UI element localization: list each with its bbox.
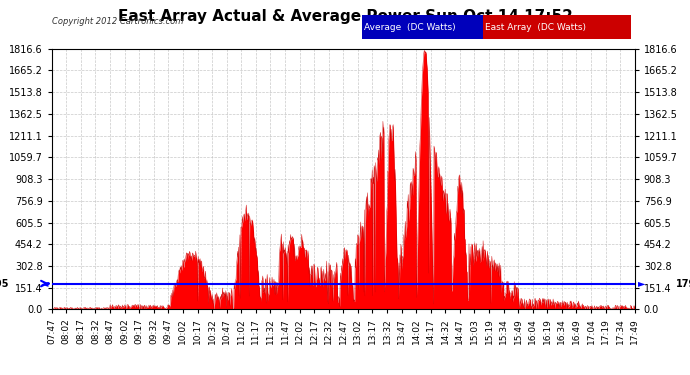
Text: ►: ► bbox=[638, 279, 645, 288]
Text: East Array Actual & Average Power Sun Oct 14 17:52: East Array Actual & Average Power Sun Oc… bbox=[117, 9, 573, 24]
Text: Average  (DC Watts): Average (DC Watts) bbox=[364, 22, 456, 32]
Text: East Array  (DC Watts): East Array (DC Watts) bbox=[485, 22, 586, 32]
Text: 179.95: 179.95 bbox=[0, 279, 10, 288]
Text: Copyright 2012 Cartronics.com: Copyright 2012 Cartronics.com bbox=[52, 17, 183, 26]
Text: ◄: ◄ bbox=[41, 279, 49, 288]
Text: 179.95: 179.95 bbox=[676, 279, 690, 288]
